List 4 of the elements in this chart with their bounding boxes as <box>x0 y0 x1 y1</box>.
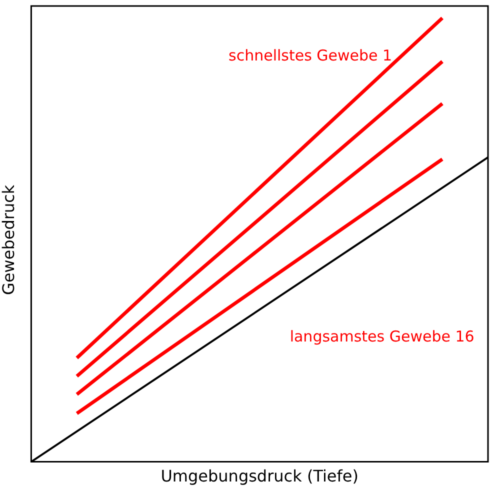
y-axis-title: Gewebedruck <box>0 184 18 295</box>
x-axis-title: Umgebungsdruck (Tiefe) <box>160 466 358 486</box>
annotation: langsamstes Gewebe 16 <box>290 327 474 346</box>
annotation: schnellstes Gewebe 1 <box>228 46 392 64</box>
